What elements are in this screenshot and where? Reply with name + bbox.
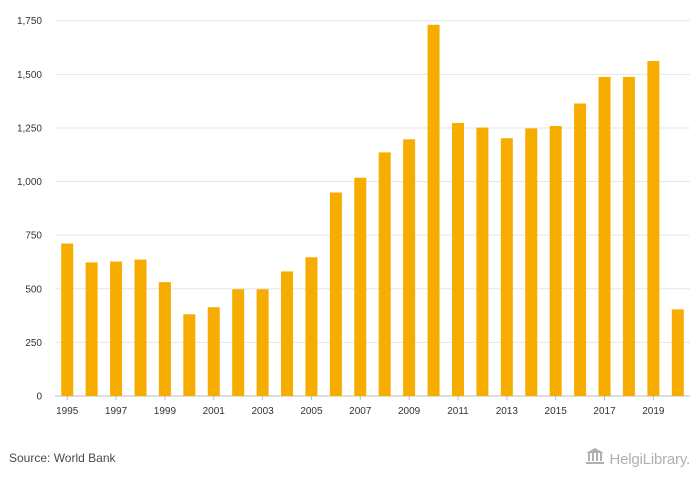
y-axis: 0 250 500 750 1,000 1,250 1,500 1,750 bbox=[17, 16, 42, 402]
bar-2005[interactable] bbox=[305, 257, 318, 396]
bar-2011[interactable] bbox=[451, 123, 464, 397]
bar-2016[interactable] bbox=[574, 103, 587, 397]
bar-1999[interactable] bbox=[158, 282, 171, 396]
x-tick-label: 2003 bbox=[251, 406, 274, 417]
bar-2014[interactable] bbox=[525, 128, 538, 396]
brand-logo[interactable]: HelgiLibrary. bbox=[585, 448, 691, 471]
bar-2000[interactable] bbox=[183, 314, 196, 396]
chart: 0 250 500 750 1,000 1,250 1,500 1,750 1995 1997 1… bbox=[17, 16, 690, 417]
y-tick-label: 750 bbox=[25, 231, 42, 242]
y-tick-label: 1,000 bbox=[17, 177, 42, 188]
bar-2002[interactable] bbox=[232, 289, 245, 396]
x-axis: 1995 1997 1999 2001 2003 2005 2007 2009 2011 2013… bbox=[56, 396, 665, 417]
bar-2006[interactable] bbox=[329, 192, 342, 396]
x-tick-label: 2005 bbox=[300, 406, 323, 417]
bar-2001[interactable] bbox=[207, 307, 220, 396]
bar-1995[interactable] bbox=[61, 243, 74, 396]
x-tick-label: 2017 bbox=[593, 406, 616, 417]
x-tick-label: 2013 bbox=[496, 406, 519, 417]
bar-2018[interactable] bbox=[622, 76, 635, 396]
y-tick-label: 1,500 bbox=[17, 70, 42, 81]
bar-2009[interactable] bbox=[403, 139, 416, 396]
source-note: Source: World Bank bbox=[9, 451, 116, 465]
y-tick-label: 500 bbox=[25, 284, 42, 295]
x-tick-label: 2015 bbox=[545, 406, 568, 417]
x-tick-label: 2007 bbox=[349, 406, 372, 417]
x-tick-label: 1997 bbox=[105, 406, 128, 417]
x-tick-label: 2009 bbox=[398, 406, 421, 417]
bar-2017[interactable] bbox=[598, 76, 611, 396]
x-tick-label: 2001 bbox=[203, 406, 226, 417]
x-tick-label: 1999 bbox=[154, 406, 177, 417]
x-tick-label: 2019 bbox=[642, 406, 665, 417]
bar-2003[interactable] bbox=[256, 289, 269, 396]
bar-2019[interactable] bbox=[647, 61, 660, 396]
library-columns-icon bbox=[585, 448, 606, 471]
bar-2007[interactable] bbox=[354, 177, 367, 396]
y-tick-label: 250 bbox=[25, 338, 42, 349]
bar-2012[interactable] bbox=[476, 127, 489, 396]
x-tick-label: 1995 bbox=[56, 406, 79, 417]
gridlines bbox=[55, 20, 690, 397]
bar-2015[interactable] bbox=[549, 126, 562, 397]
bar-1996[interactable] bbox=[85, 262, 98, 396]
bar-2008[interactable] bbox=[378, 152, 391, 396]
y-tick-label: 1,750 bbox=[17, 16, 42, 27]
bar-2010[interactable] bbox=[427, 24, 440, 397]
bars bbox=[61, 24, 684, 397]
bar-1998[interactable] bbox=[134, 259, 147, 396]
y-tick-label: 1,250 bbox=[17, 123, 42, 134]
bar-2004[interactable] bbox=[281, 271, 294, 396]
bar-2020[interactable] bbox=[671, 309, 684, 396]
bar-1997[interactable] bbox=[110, 261, 123, 396]
y-tick-label: 0 bbox=[36, 392, 42, 403]
bar-2013[interactable] bbox=[500, 138, 513, 396]
brand-name: HelgiLibrary. bbox=[609, 451, 691, 468]
x-tick-label: 2011 bbox=[447, 406, 469, 417]
